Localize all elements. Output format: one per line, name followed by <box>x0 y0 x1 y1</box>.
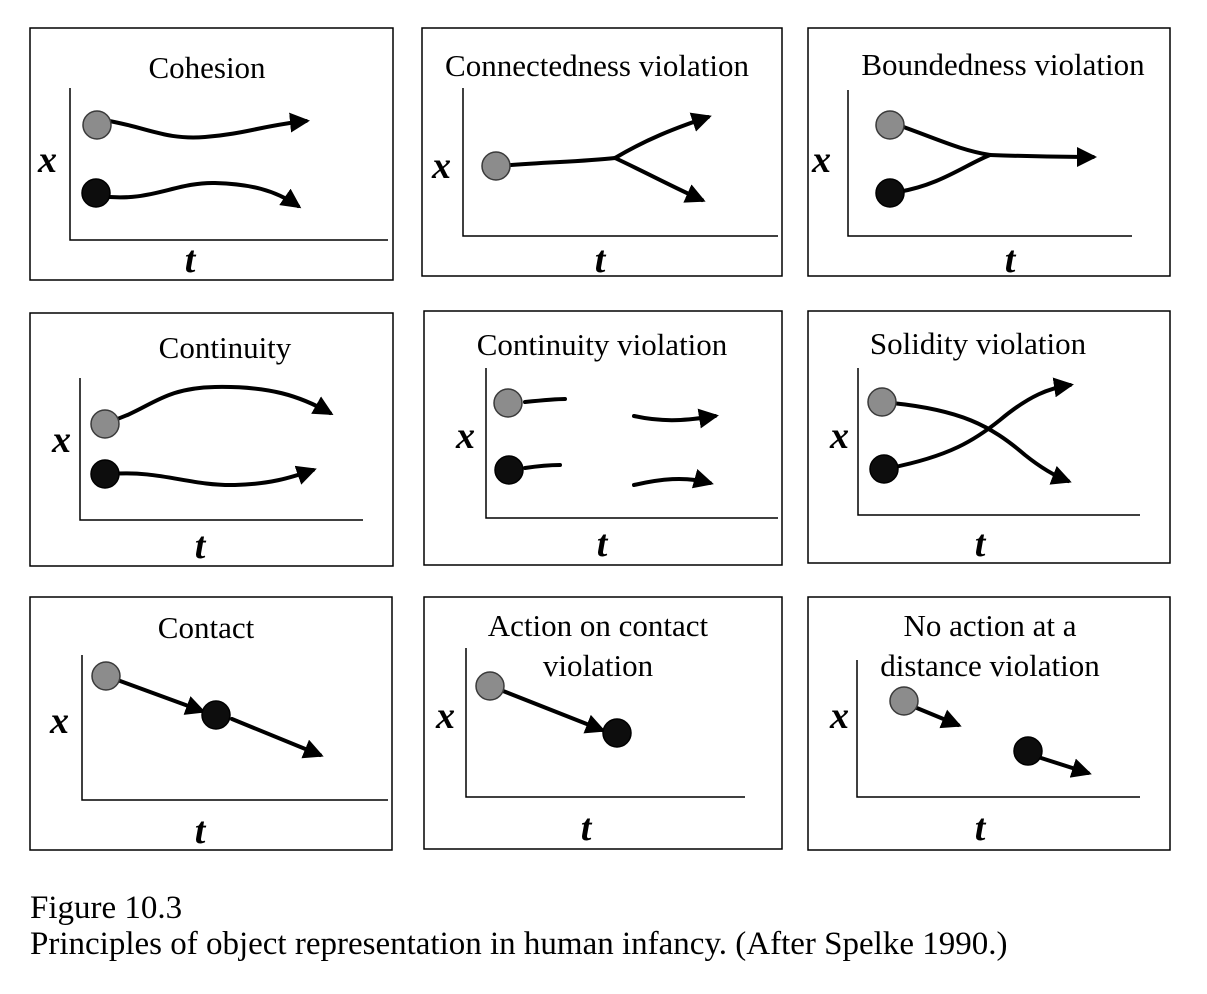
panel-boundedness-violation: Boundedness violation x t <box>807 27 1171 281</box>
x-axis-label: t <box>195 810 207 852</box>
grey-object-ball <box>82 110 112 140</box>
trajectory-arrow <box>98 180 302 209</box>
figure-caption-label: Figure 10.3 <box>30 890 183 926</box>
panel-title: Contact <box>158 610 255 645</box>
grey-object-ball <box>90 409 120 439</box>
axes <box>79 378 363 521</box>
panel-title: Solidity violation <box>870 326 1087 361</box>
y-axis-label: x <box>455 415 475 457</box>
panel-title: Action on contact <box>488 608 709 643</box>
black-object-ball <box>494 455 524 485</box>
axes <box>81 655 388 801</box>
black-object-ball <box>875 178 905 208</box>
trajectory-segment <box>896 123 992 157</box>
panel-title: distance violation <box>880 648 1100 683</box>
grey-object-ball <box>493 388 523 418</box>
panel-title: Continuity violation <box>477 327 728 362</box>
black-object-ball <box>869 454 899 484</box>
axes <box>465 648 745 798</box>
panel-no-action-at-a-distance-violation: No action at a distance violation x t <box>807 596 1171 851</box>
x-axis-label: t <box>595 239 607 281</box>
trajectory-arrow <box>102 112 310 140</box>
y-axis-label: x <box>811 139 831 181</box>
axes <box>856 660 1140 798</box>
trajectory-segment <box>498 156 617 168</box>
panel-frame <box>421 27 783 277</box>
trajectory-arrow <box>988 146 1097 167</box>
y-axis-label: x <box>431 145 451 187</box>
panel-title: Boundedness violation <box>861 47 1145 82</box>
panel-title: Continuity <box>159 330 292 365</box>
grey-object-ball <box>875 110 905 140</box>
panel-contact: Contact x t <box>29 596 393 852</box>
grey-object-ball <box>889 686 919 716</box>
axes <box>69 88 388 241</box>
trajectory-arrow <box>888 377 1074 470</box>
black-object-ball <box>81 178 111 208</box>
grey-object-ball <box>481 151 511 181</box>
grey-object-ball <box>91 661 121 691</box>
trajectory-arrow <box>1036 755 1092 778</box>
y-axis-label: x <box>37 139 57 181</box>
axes <box>857 368 1140 516</box>
y-axis-label: x <box>829 695 849 737</box>
y-axis-label: x <box>49 700 69 742</box>
panel-solidity-violation: Solidity violation x t <box>807 310 1171 565</box>
trajectory-arrow <box>230 717 324 759</box>
x-axis-label: t <box>581 807 593 849</box>
grey-object-ball <box>867 387 897 417</box>
trajectory-segment <box>523 397 567 404</box>
y-axis-label: x <box>435 695 455 737</box>
x-axis-label: t <box>975 523 987 565</box>
x-axis-label: t <box>1005 239 1017 281</box>
axes <box>485 368 778 519</box>
panel-frame <box>807 27 1171 277</box>
axes <box>847 90 1132 237</box>
panel-frame <box>29 27 394 281</box>
trajectory-arrow <box>496 687 606 734</box>
panel-action-on-contact-violation: Action on contact violation x t <box>423 596 783 850</box>
panel-title: Connectedness violation <box>445 48 749 83</box>
trajectory-arrow <box>890 401 1072 485</box>
trajectory-arrow <box>108 465 317 488</box>
panel-frame <box>807 596 1171 851</box>
trajectory-arrow <box>110 676 206 715</box>
panel-frame <box>423 310 783 566</box>
figure-caption-text: Principles of object representation in h… <box>30 926 1008 962</box>
y-axis-label: x <box>51 419 71 461</box>
panel-title: violation <box>543 648 654 683</box>
panel-frame <box>807 310 1171 564</box>
black-object-ball <box>201 700 231 730</box>
trajectory-segment <box>523 463 562 470</box>
x-axis-label: t <box>185 239 197 281</box>
trajectory-arrow <box>632 469 714 489</box>
trajectory-arrow <box>613 112 712 160</box>
black-object-ball <box>602 718 632 748</box>
trajectory-arrow <box>106 384 334 424</box>
panel-title: No action at a <box>903 608 1076 643</box>
panel-cohesion: Cohesion x t <box>29 27 394 281</box>
trajectory-arrow <box>632 408 719 429</box>
trajectory-segment <box>896 153 992 194</box>
x-axis-label: t <box>195 525 207 567</box>
trajectory-arrow <box>910 704 962 729</box>
grey-object-ball <box>475 671 505 701</box>
panel-frame <box>29 312 394 567</box>
panel-connectedness-violation: Connectedness violation x t <box>421 27 783 281</box>
panel-continuity: Continuity x t <box>29 312 394 567</box>
trajectory-arrow <box>613 156 706 203</box>
y-axis-label: x <box>829 415 849 457</box>
x-axis-label: t <box>975 807 987 849</box>
axes <box>462 88 778 237</box>
panel-title: Cohesion <box>148 50 266 85</box>
x-axis-label: t <box>597 523 609 565</box>
panel-continuity-violation: Continuity violation x t <box>423 310 783 566</box>
black-object-ball <box>1013 736 1043 766</box>
black-object-ball <box>90 459 120 489</box>
